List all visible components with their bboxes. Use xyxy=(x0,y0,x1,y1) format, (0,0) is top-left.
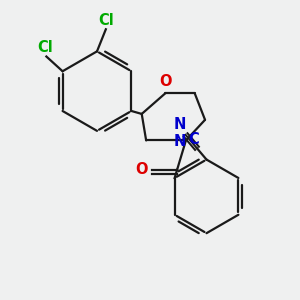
Text: Cl: Cl xyxy=(98,13,114,28)
Text: C: C xyxy=(188,132,199,147)
Text: Cl: Cl xyxy=(37,40,53,55)
Text: N: N xyxy=(174,117,187,132)
Text: N: N xyxy=(174,134,186,149)
Text: O: O xyxy=(135,162,148,177)
Text: O: O xyxy=(159,74,172,89)
